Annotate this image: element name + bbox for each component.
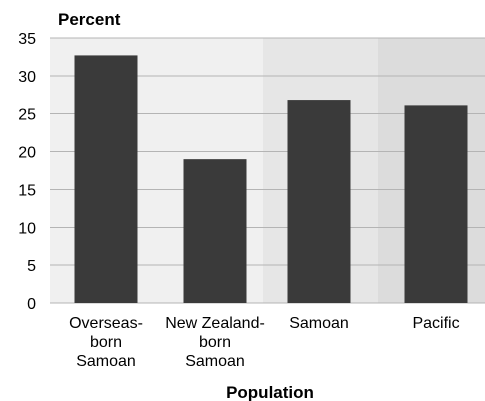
x-category-label: Pacific [412,315,459,332]
x-axis-title: Population [226,383,314,401]
bar [404,105,468,303]
y-tick-label: 30 [18,69,36,86]
y-tick-label: 10 [18,220,36,237]
x-category-labels: Overseas-born Samoan New Zealand-born Samoa… [69,315,459,370]
y-tick-labels: 0 5 10 15 20 25 30 35 [18,31,36,313]
y-axis-title: Percent [58,10,121,29]
bars [74,55,468,303]
y-tick-label: 5 [27,258,36,275]
x-category-label: New Zealand-born Samoan [165,315,265,370]
y-tick-label: 0 [27,296,36,313]
y-tick-label: 25 [18,107,36,124]
bar [183,159,247,303]
y-tick-label: 35 [18,31,36,48]
y-tick-label: 15 [18,182,36,199]
bar [74,55,138,303]
bar [287,100,351,303]
x-category-label: Samoan [289,315,349,332]
x-category-label: Overseas-born Samoan [69,315,143,370]
y-tick-label: 20 [18,145,36,162]
